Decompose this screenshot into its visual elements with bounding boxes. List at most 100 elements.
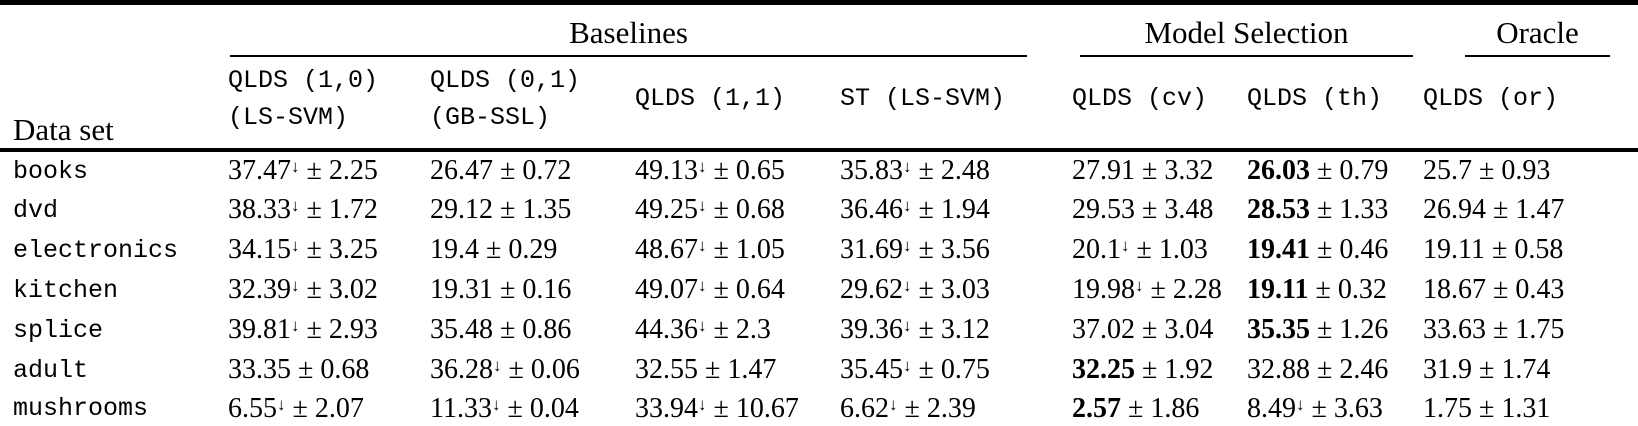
- result-cell: 39.36↓ ± 3.12: [840, 310, 1072, 350]
- mean-value: 29.12: [430, 194, 493, 225]
- plus-minus-symbol: ±: [1310, 314, 1340, 345]
- mean-value: 35.83: [840, 155, 903, 186]
- mean-value: 49.25: [635, 194, 698, 225]
- result-cell: 26.47 ± 0.72: [430, 150, 635, 190]
- std-value: 0.68: [735, 194, 785, 225]
- plus-minus-symbol: ±: [500, 392, 530, 424]
- down-arrow-icon: ↓: [277, 394, 286, 414]
- std-value: 1.92: [1164, 354, 1214, 385]
- group-oracle-label: Oracle: [1496, 14, 1579, 50]
- result-cell: 49.13↓ ± 0.65: [635, 150, 840, 190]
- plus-minus-symbol: ±: [706, 194, 736, 225]
- result-cell: 49.25↓ ± 0.68: [635, 190, 840, 230]
- mean-value: 19.11: [1423, 234, 1485, 265]
- down-arrow-icon: ↓: [903, 276, 912, 295]
- down-arrow-icon: ↓: [903, 316, 912, 335]
- plus-minus-symbol: ±: [1310, 155, 1340, 186]
- result-cell: 29.53 ± 3.48: [1072, 190, 1247, 230]
- mean-value: 38.33: [228, 194, 291, 225]
- plus-minus-symbol: ±: [706, 155, 736, 186]
- mean-value: 36.46: [840, 194, 903, 225]
- down-arrow-icon: ↓: [903, 157, 912, 176]
- plus-minus-symbol: ±: [706, 314, 736, 345]
- result-cell: 2.57 ± 1.86: [1072, 390, 1247, 426]
- plus-minus-symbol: ±: [698, 354, 728, 385]
- down-arrow-icon: ↓: [491, 394, 501, 414]
- mean-value: 26.03: [1247, 155, 1310, 186]
- down-arrow-icon: ↓: [698, 276, 707, 295]
- dataset-label: splice: [13, 315, 104, 345]
- group-model-selection-rule: Model Selection: [1080, 14, 1414, 57]
- col-header-st-ls-svm: ST (LS-SVM): [840, 57, 1072, 150]
- mean-value: 35.48: [430, 314, 493, 345]
- result-cell: 37.02 ± 3.04: [1072, 310, 1247, 350]
- plus-minus-symbol: ±: [299, 314, 329, 345]
- down-arrow-icon: ↓: [291, 196, 300, 215]
- std-value: 3.12: [940, 314, 990, 345]
- plus-minus-symbol: ±: [897, 392, 927, 424]
- down-arrow-icon: ↓: [889, 394, 898, 414]
- std-value: 3.02: [328, 274, 378, 305]
- std-value: 0.79: [1339, 155, 1389, 186]
- std-value: 1.03: [1158, 234, 1208, 265]
- std-value: 0.58: [1514, 234, 1564, 265]
- table-row: electronics 34.15↓ ± 3.25 19.4 ± 0.29 48.67…: [0, 230, 1638, 270]
- col-header-line1: QLDS (0,1): [430, 66, 581, 96]
- std-value: 1.94: [940, 194, 990, 225]
- mean-value: 32.39: [228, 274, 291, 305]
- dataset-label: kitchen: [13, 275, 119, 305]
- mean-value: 39.81: [228, 314, 291, 345]
- col-header-qlds-th: QLDS (th): [1247, 57, 1423, 150]
- plus-minus-symbol: ±: [1143, 274, 1173, 305]
- std-value: 0.04: [529, 392, 579, 424]
- dataset-label: adult: [13, 355, 89, 385]
- plus-minus-symbol: ±: [1484, 234, 1515, 265]
- table-row: dvd 38.33↓ ± 1.72 29.12 ± 1.35 49.25↓ ± 0.6…: [0, 190, 1638, 230]
- plus-minus-symbol: ±: [1310, 354, 1340, 385]
- mean-value: 49.07: [635, 274, 698, 305]
- mean-value: 35.45: [840, 354, 903, 385]
- plus-minus-symbol: ±: [911, 155, 941, 186]
- down-arrow-icon: ↓: [698, 394, 707, 414]
- mean-value: 26.47: [430, 155, 493, 186]
- plus-minus-symbol: ±: [299, 155, 329, 186]
- result-cell: 36.46↓ ± 1.94: [840, 190, 1072, 230]
- result-cell: 32.25 ± 1.92: [1072, 350, 1247, 390]
- group-model-selection-label: Model Selection: [1144, 14, 1349, 50]
- table-row: splice 39.81↓ ± 2.93 35.48 ± 0.86 44.36↓ ± …: [0, 310, 1638, 350]
- down-arrow-icon: ↓: [1296, 394, 1305, 414]
- dataset-label: mushrooms: [13, 394, 149, 424]
- std-value: 0.46: [1339, 234, 1389, 265]
- mean-value: 1.75: [1423, 392, 1473, 424]
- dataset-label: books: [13, 156, 89, 186]
- result-cell: 26.94 ± 1.47: [1423, 190, 1638, 230]
- mean-value: 48.67: [635, 234, 698, 265]
- std-value: 1.72: [328, 194, 378, 225]
- std-value: 3.32: [1164, 155, 1214, 186]
- result-cell: 37.47↓ ± 2.25: [228, 150, 430, 190]
- std-value: 3.04: [1164, 314, 1214, 345]
- std-value: 0.16: [522, 274, 572, 305]
- std-value: 1.75: [1515, 314, 1565, 345]
- result-cell: 33.35 ± 0.68: [228, 350, 430, 390]
- method-header-row: QLDS (1,0) (LS-SVM) QLDS (0,1) (GB-SSL) …: [0, 57, 1638, 150]
- plus-minus-symbol: ±: [291, 354, 321, 385]
- plus-minus-symbol: ±: [299, 234, 329, 265]
- result-cell: 29.12 ± 1.35: [430, 190, 635, 230]
- table-body: books 37.47↓ ± 2.25 26.47 ± 0.72 49.13↓ ± 0…: [0, 150, 1638, 426]
- mean-value: 19.98: [1072, 274, 1135, 305]
- std-value: 3.63: [1333, 392, 1383, 424]
- std-value: 3.03: [940, 274, 990, 305]
- table-row: books 37.47↓ ± 2.25 26.47 ± 0.72 49.13↓ ± 0…: [0, 150, 1638, 190]
- result-cell: 19.11 ± 0.32: [1247, 270, 1423, 310]
- mean-value: 28.53: [1247, 194, 1310, 225]
- down-arrow-icon: ↓: [493, 356, 502, 375]
- result-cell: 1.75 ± 1.31: [1423, 390, 1638, 426]
- result-cell: 19.11 ± 0.58: [1423, 230, 1638, 270]
- mean-value: 37.47: [228, 155, 291, 186]
- result-cell: 26.03 ± 0.79: [1247, 150, 1423, 190]
- col-header-line1: QLDS (th): [1247, 84, 1383, 114]
- mean-value: 32.55: [635, 354, 698, 385]
- result-cell: 6.55↓ ± 2.07: [228, 390, 430, 426]
